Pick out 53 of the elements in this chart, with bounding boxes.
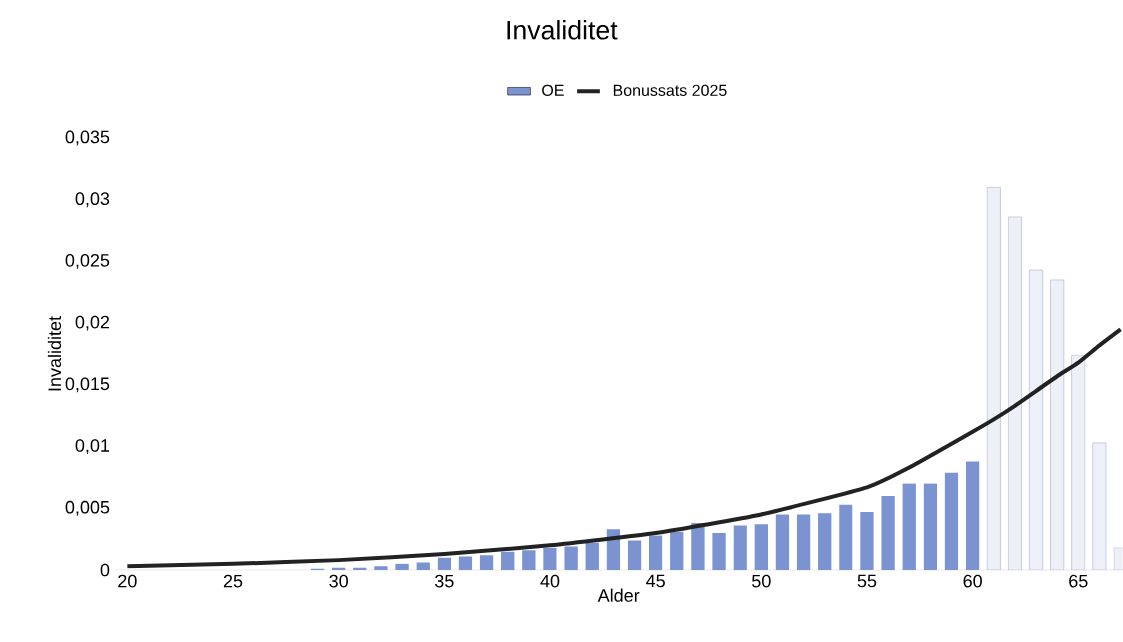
y-tick-label: 0: [100, 563, 110, 577]
bar: [501, 551, 515, 570]
bar: [374, 566, 388, 570]
x-tick-label: 25: [223, 574, 243, 588]
bar: [923, 483, 938, 570]
bar: [733, 525, 747, 570]
legend-label: Bonussats 2025: [613, 84, 727, 96]
bar: [585, 542, 599, 570]
bar: [437, 557, 451, 570]
y-tick-label: 0,02: [75, 315, 110, 331]
bar: [881, 495, 895, 570]
bar: [796, 514, 811, 570]
bar: [670, 531, 684, 570]
y-tick-label: 0,035: [65, 130, 110, 146]
bar: [564, 546, 578, 570]
x-tick-label: 30: [329, 574, 348, 588]
x-tick-label: 65: [1069, 574, 1088, 588]
bar: [860, 511, 874, 570]
line-series: [125, 327, 1123, 569]
x-tick-label: 40: [540, 574, 560, 588]
bar: [416, 562, 430, 570]
x-tick-label: 45: [646, 574, 665, 588]
bar: [775, 514, 790, 570]
bar: [627, 540, 642, 570]
bar: [648, 535, 663, 570]
y-tick-label: 0,025: [65, 253, 110, 269]
x-tick-label: 35: [435, 574, 454, 588]
bar: [1071, 354, 1086, 570]
chart-title: Invaliditet: [507, 20, 618, 40]
x-axis-title: Alder: [597, 588, 640, 602]
bar: [479, 555, 494, 570]
y-tick-label: 0,01: [75, 439, 110, 454]
bar: [818, 513, 832, 570]
bar: [543, 547, 557, 570]
bar: [1092, 442, 1107, 570]
bar: [522, 550, 536, 570]
bar: [754, 524, 768, 570]
y-tick-label: 0,005: [65, 500, 110, 516]
y-axis-title: Invaliditet: [47, 316, 62, 391]
y-tick-label: 0,015: [65, 377, 110, 393]
bar: [395, 563, 409, 570]
x-tick-label: 20: [118, 574, 137, 588]
bar: [965, 461, 980, 570]
y-tick-label: 0,03: [75, 192, 110, 208]
x-tick-label: 50: [752, 574, 771, 588]
bar: [902, 483, 916, 570]
bar: [712, 532, 726, 570]
legend-label: OE: [542, 84, 564, 96]
bar: [691, 523, 705, 570]
x-tick-label: 60: [963, 574, 982, 588]
x-tick-label: 55: [857, 574, 877, 588]
bar: [458, 556, 473, 570]
bar: [944, 472, 959, 570]
